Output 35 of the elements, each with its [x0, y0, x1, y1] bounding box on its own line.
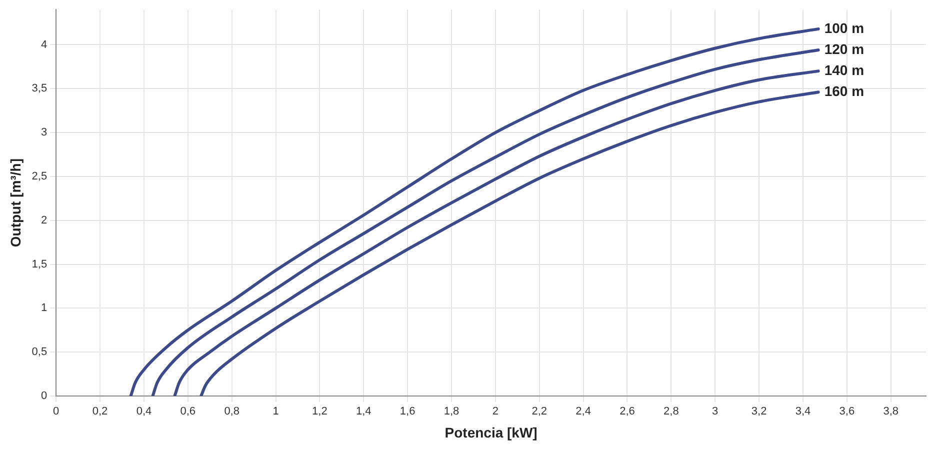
- y-tick-label: 3: [40, 126, 48, 139]
- x-tick-label: 1: [272, 406, 279, 418]
- x-tick-label: 3,2: [751, 406, 767, 418]
- x-tick-label: 3: [712, 406, 718, 418]
- y-tick-label: 4: [40, 38, 48, 51]
- y-tick-label: 0,5: [32, 346, 48, 358]
- y-tick-label: 2,5: [32, 170, 48, 182]
- x-axis-title: Potencia [kW]: [444, 424, 538, 440]
- series-label: 140 m: [824, 62, 864, 78]
- y-tick-label: 3,5: [32, 82, 48, 95]
- x-tick-label: 2,6: [620, 406, 635, 418]
- x-tick-label: 0: [53, 406, 60, 418]
- x-tick-label: 1,4: [356, 406, 372, 418]
- x-tick-label: 1,6: [400, 406, 416, 418]
- x-tick-label: 1,8: [444, 406, 460, 418]
- series-label: 120 m: [824, 40, 864, 57]
- x-tick-label: 2,8: [664, 406, 679, 418]
- y-tick-label: 1: [40, 302, 48, 314]
- y-tick-label: 1,5: [32, 258, 48, 270]
- x-tick-label: 3,6: [839, 406, 855, 418]
- series-label: 160 m: [824, 83, 864, 100]
- x-tick-label: 2: [492, 406, 498, 418]
- x-tick-label: 0,2: [92, 406, 108, 418]
- x-tick-label: 0,4: [136, 406, 152, 418]
- series-label: 100 m: [824, 20, 864, 36]
- y-tick-label: 0: [40, 390, 48, 402]
- x-tick-label: 0,8: [224, 406, 240, 418]
- y-tick-label: 2: [40, 214, 48, 226]
- x-tick-label: 2,4: [576, 406, 591, 418]
- x-tick-label: 3,4: [795, 406, 811, 418]
- x-tick-label: 1,2: [312, 406, 328, 418]
- x-tick-label: 0,6: [180, 406, 196, 418]
- y-axis-title: Output [m³/h]: [7, 158, 24, 248]
- x-tick-label: 3,8: [883, 406, 898, 418]
- x-tick-label: 2,2: [532, 406, 548, 418]
